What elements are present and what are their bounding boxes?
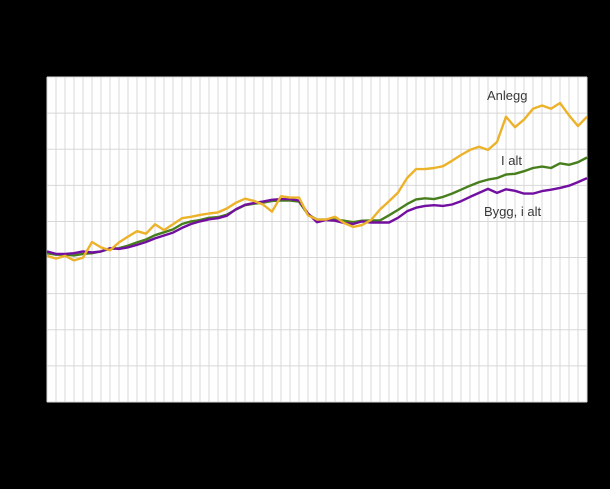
series-label-bygg-i-alt: Bygg, i alt (484, 204, 542, 219)
series-label-anlegg: Anlegg (487, 88, 528, 103)
vertical-gridlines (46, 77, 588, 402)
series-line-anlegg (46, 101, 588, 262)
horizontal-gridlines (47, 76, 587, 403)
series-lines (46, 101, 588, 262)
series-line-bygg-i-alt (46, 177, 588, 256)
series-label-i-alt: I alt (501, 153, 522, 168)
